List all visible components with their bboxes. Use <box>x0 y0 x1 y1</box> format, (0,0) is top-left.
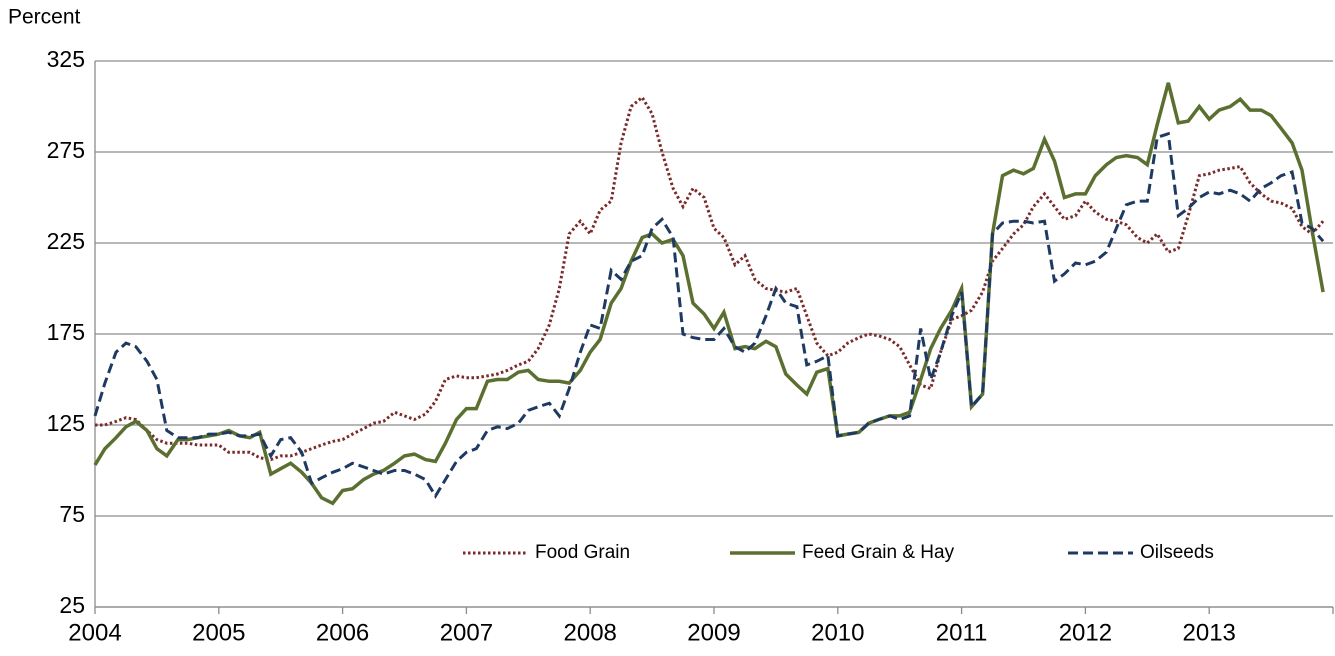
x-tick-label: 2011 <box>936 619 988 646</box>
y-axis-label: Percent <box>8 6 81 29</box>
x-tick-label: 2013 <box>1183 619 1236 646</box>
y-tick-label: 25 <box>59 592 85 618</box>
legend-label: Oilseeds <box>1140 542 1214 563</box>
x-tick-label: 2007 <box>440 619 493 646</box>
y-tick-label: 75 <box>59 501 85 527</box>
x-tick-label: 2006 <box>316 619 369 646</box>
y-tick-label: 325 <box>47 46 85 72</box>
x-tick-label: 2004 <box>68 619 121 646</box>
y-tick-label: 275 <box>47 137 85 163</box>
x-tick-label: 2008 <box>564 619 617 646</box>
legend-label: Food Grain <box>535 542 630 563</box>
series-line <box>93 82 1325 506</box>
series-line <box>93 131 1325 499</box>
x-tick-label: 2009 <box>687 619 740 646</box>
x-tick-label: 2010 <box>811 619 864 646</box>
y-tick-label: 125 <box>47 410 85 436</box>
y-tick-label: 225 <box>47 228 85 254</box>
x-tick-label: 2005 <box>192 619 245 646</box>
x-tick-label: 2012 <box>1059 619 1112 646</box>
y-tick-label: 175 <box>47 319 85 345</box>
legend-label: Feed Grain & Hay <box>802 542 955 563</box>
series-line <box>95 95 1325 462</box>
